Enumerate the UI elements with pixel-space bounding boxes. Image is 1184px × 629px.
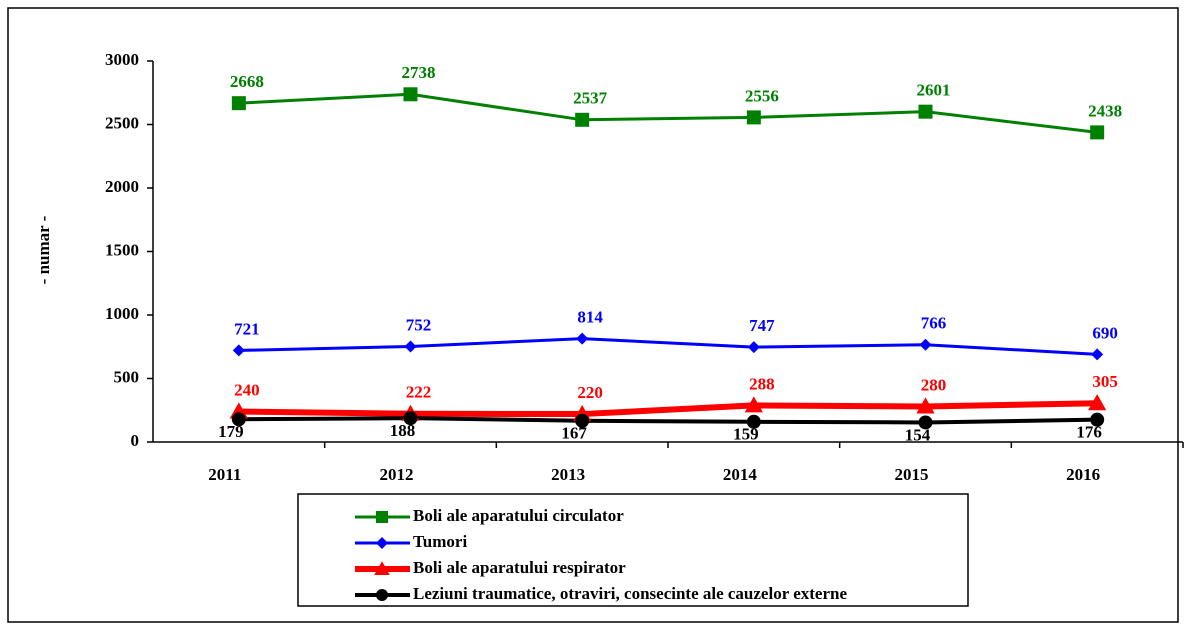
x-tick-label: 2016 [1066,465,1100,484]
data-point [404,340,417,353]
data-point [747,341,760,354]
data-point [575,413,590,428]
data-point [576,332,589,345]
x-tick-label: 2014 [723,465,758,484]
data-label: 220 [577,383,603,402]
data-label: 2438 [1088,101,1122,120]
data-point [744,396,763,413]
data-point [918,415,933,430]
data-label: 188 [390,421,416,440]
y-tick-label: 2000 [105,177,139,196]
y-tick-label: 2500 [105,113,139,132]
data-point [916,397,935,414]
x-tick-label: 2013 [551,465,585,484]
data-label: 288 [749,374,775,393]
data-point [231,412,246,427]
y-axis-title: - numar - [34,215,53,284]
data-label: 752 [406,315,432,334]
data-label: 159 [733,425,759,444]
data-label: 154 [905,425,931,444]
legend-marker [374,561,390,575]
x-tick-label: 2015 [895,465,929,484]
legend-label: Tumori [413,532,467,551]
legend-marker [376,511,388,523]
legend-label: Leziuni traumatice, otraviri, consecinte… [413,584,847,603]
data-label: 2668 [230,72,264,91]
x-tick-label: 2012 [380,465,414,484]
y-tick-label: 0 [131,431,140,450]
y-tick-label: 3000 [105,50,139,69]
data-label: 167 [561,424,587,443]
series-line [238,400,1098,418]
data-label: 222 [406,383,432,402]
data-label: 176 [1076,423,1102,442]
legend-marker [376,589,388,601]
data-label: 747 [749,316,775,335]
legend-label: Boli ale aparatului respirator [413,558,626,577]
series-line [238,337,1098,356]
y-tick-label: 1000 [105,304,139,323]
data-point [575,112,590,127]
data-label: 2738 [402,63,436,82]
y-tick-label: 500 [114,367,140,386]
data-label: 305 [1092,372,1118,391]
data-point [919,338,932,351]
data-label: 814 [577,308,603,327]
data-point [232,344,245,357]
data-point [1091,348,1104,361]
x-tick-label: 2011 [208,465,241,484]
data-label: 690 [1092,323,1118,342]
data-label: 2537 [573,89,608,108]
series-line [238,92,1098,134]
data-label: 240 [234,380,260,399]
y-tick-label: 1500 [105,240,139,259]
data-point [1090,412,1105,427]
data-label: 721 [234,319,260,338]
data-label: 766 [921,314,947,333]
legend-box [297,493,969,607]
data-label: 2556 [745,86,779,105]
legend-label: Boli ale aparatului circulator [413,506,624,525]
data-point [403,87,418,102]
data-label: 179 [218,422,244,441]
data-point [1090,125,1105,140]
data-point [1088,394,1107,411]
data-point [746,110,761,125]
data-label: 280 [921,375,947,394]
series-line [238,416,1098,425]
data-point [403,411,418,426]
data-label: 2601 [917,81,951,100]
data-point [231,96,246,111]
data-point [746,414,761,429]
legend-marker [376,537,388,549]
data-point [918,104,933,119]
